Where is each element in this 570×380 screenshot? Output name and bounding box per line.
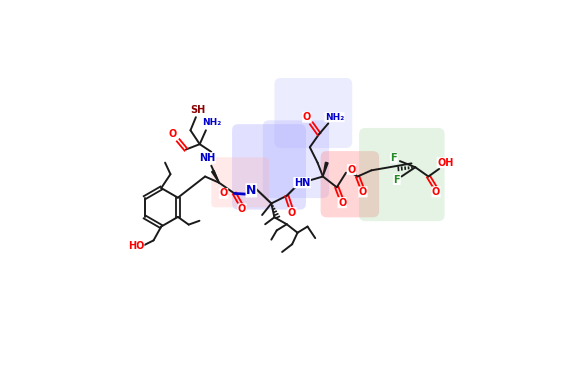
Text: NH: NH bbox=[200, 153, 215, 163]
Text: O: O bbox=[432, 187, 440, 197]
Text: O: O bbox=[238, 204, 246, 214]
Text: NH₂: NH₂ bbox=[202, 118, 221, 127]
Text: NH: NH bbox=[200, 153, 215, 163]
Text: HO: HO bbox=[128, 241, 144, 251]
Text: F: F bbox=[390, 153, 397, 163]
Text: OH: OH bbox=[437, 158, 454, 168]
Text: N: N bbox=[246, 184, 256, 197]
Text: O: O bbox=[347, 165, 356, 174]
Text: HN: HN bbox=[294, 178, 310, 188]
Polygon shape bbox=[211, 171, 219, 183]
Text: O: O bbox=[169, 129, 177, 139]
FancyBboxPatch shape bbox=[359, 128, 445, 221]
Polygon shape bbox=[323, 162, 328, 176]
Text: O: O bbox=[359, 187, 367, 197]
FancyBboxPatch shape bbox=[211, 157, 269, 207]
Text: O: O bbox=[338, 198, 347, 208]
Text: O: O bbox=[219, 188, 228, 198]
Text: F: F bbox=[393, 174, 400, 185]
Text: N: N bbox=[247, 185, 256, 195]
FancyBboxPatch shape bbox=[263, 120, 329, 198]
FancyBboxPatch shape bbox=[320, 151, 379, 217]
FancyBboxPatch shape bbox=[274, 78, 352, 148]
Text: O: O bbox=[288, 208, 296, 218]
Text: SH: SH bbox=[190, 105, 206, 114]
Text: O: O bbox=[303, 112, 311, 122]
Text: HN: HN bbox=[294, 178, 310, 188]
Text: NH₂: NH₂ bbox=[325, 113, 344, 122]
FancyBboxPatch shape bbox=[232, 124, 306, 210]
